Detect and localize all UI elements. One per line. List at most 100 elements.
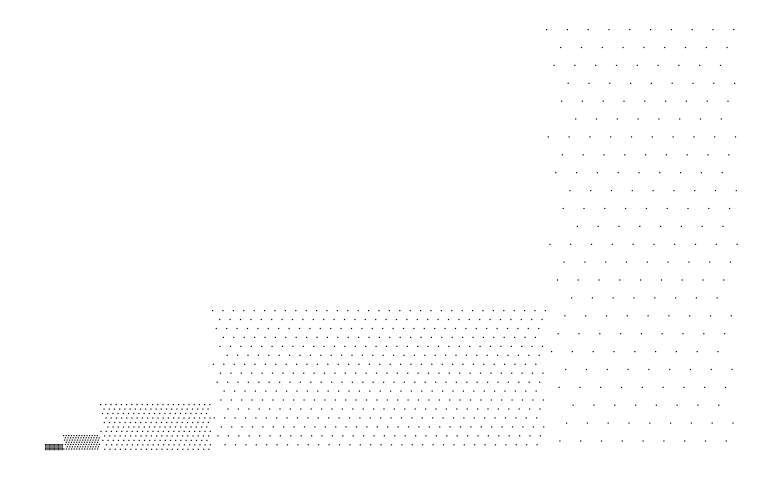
dot [107,439,109,441]
dot [125,448,127,450]
dot [591,297,593,299]
dot [90,437,92,439]
dot [387,426,389,428]
dot [197,448,199,450]
dot [430,336,432,338]
dot [693,136,695,138]
dot [659,172,661,174]
dot [92,446,94,448]
dot [526,444,528,446]
dot [178,430,180,432]
dot [494,390,496,392]
dot [60,444,62,445]
dot [299,381,301,383]
dot [148,426,151,428]
dot [680,172,682,174]
dot [244,390,246,392]
dot [126,404,128,406]
dot [390,390,392,392]
dot [245,444,247,446]
dot [532,399,534,401]
dot [183,417,185,419]
dot [525,417,527,419]
dot [250,345,252,347]
dot [561,154,563,156]
dot [52,444,54,445]
dot [206,426,208,428]
dot [396,345,398,347]
dot [87,439,89,441]
dot [468,318,470,321]
dot [435,381,437,383]
dot [154,439,156,441]
dot [392,327,394,330]
dot [281,318,283,321]
dot [713,82,715,84]
dot [678,64,680,66]
dot [707,154,709,156]
dot [103,408,105,410]
dot [641,386,643,388]
dot [625,261,628,263]
dot [430,310,432,312]
dot [307,444,309,446]
dot [459,399,461,401]
dot [164,426,166,428]
dot [689,315,691,317]
dot [71,446,73,448]
dot [142,430,144,432]
dot [47,445,49,447]
dot [399,310,401,312]
dot [192,435,194,437]
dot [437,345,440,347]
dot [406,345,408,347]
dot [344,345,346,347]
dot [482,336,484,338]
dot [369,390,371,392]
dot [311,435,313,437]
dot [290,435,292,437]
dot [72,443,74,446]
dot [560,46,562,49]
dot [204,430,206,432]
dot [729,261,732,263]
dot [119,421,121,424]
dot [255,444,257,446]
dot [455,381,457,383]
dot [425,408,427,410]
dot [268,354,270,356]
dot [420,310,422,312]
dot [147,417,149,419]
dot [126,444,128,446]
dot [64,443,67,446]
dot [279,381,281,383]
dot [504,417,507,419]
dot [269,408,271,410]
dot [700,172,702,174]
dot [133,439,135,441]
dot [413,354,415,356]
dot [411,417,413,419]
dot [514,363,516,365]
dot [262,426,264,428]
dot [682,333,684,335]
dot [716,297,718,299]
dot [489,318,491,321]
dot [328,417,330,419]
dot [542,399,544,401]
dot [54,447,56,449]
dot [341,381,343,383]
dot [565,368,567,371]
dot [373,408,375,410]
dot [114,421,116,424]
dot [331,381,333,383]
dot [66,439,68,441]
dot [295,336,297,338]
dot [172,404,174,406]
dot [629,29,631,31]
dot [131,417,133,419]
dot [85,443,87,446]
dot [348,417,351,419]
dot [686,154,688,156]
dot [271,345,273,347]
